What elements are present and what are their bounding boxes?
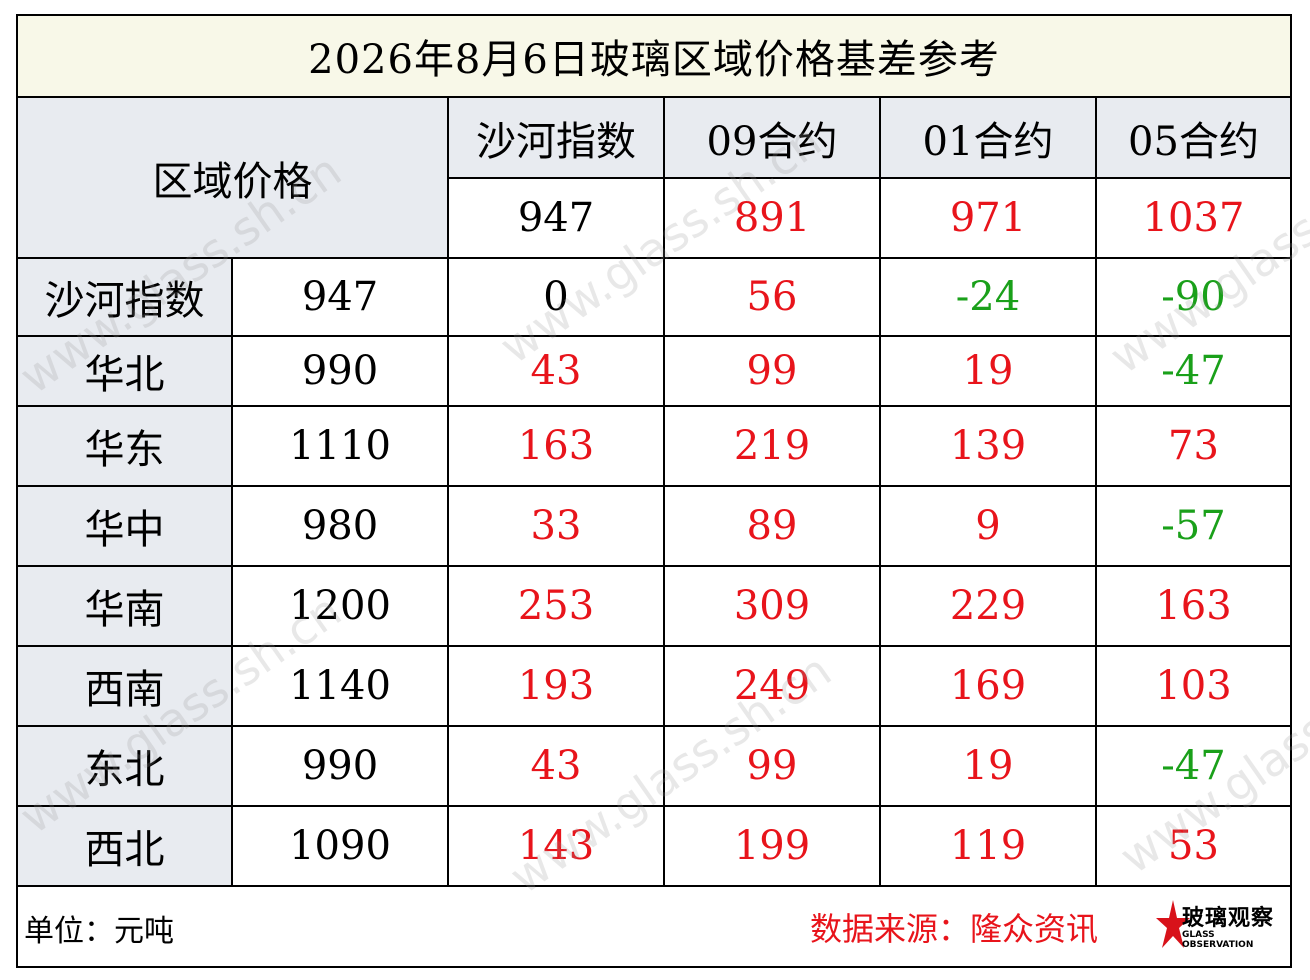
basis-value: 143	[447, 805, 665, 887]
data-source: 数据来源：隆众资讯	[810, 910, 1099, 948]
basis-value: 193	[447, 645, 665, 727]
logo-text: 玻璃观察	[1182, 906, 1275, 931]
basis-table: 区域价格 沙河指数 09合约 01合约 05合约 947 891 971 103…	[18, 98, 1290, 887]
basis-value: 163	[1095, 565, 1290, 647]
basis-value: 103	[1095, 645, 1290, 727]
basis-value: 56	[663, 257, 881, 337]
basis-value: 163	[447, 405, 665, 487]
column-header-09: 09合约	[663, 98, 881, 179]
basis-value: -47	[1095, 335, 1290, 407]
page-title: 2026年8月6日玻璃区域价格基差参考	[18, 16, 1290, 98]
basis-value: 169	[879, 645, 1097, 727]
region-name: 华东	[18, 405, 233, 487]
region-price: 1200	[231, 565, 449, 647]
column-header-01: 01合约	[879, 98, 1097, 179]
table-row: 华中 980 33 89 9 -57	[18, 485, 1290, 567]
region-name: 东北	[18, 725, 233, 807]
table-row: 华东 1110 163 219 139 73	[18, 405, 1290, 487]
region-name: 西北	[18, 805, 233, 887]
table-row: 西南 1140 193 249 169 103	[18, 645, 1290, 727]
red-star-icon	[1156, 900, 1190, 948]
region-name: 华南	[18, 565, 233, 647]
column-header-shahe: 沙河指数	[447, 98, 665, 179]
basis-value: 43	[447, 725, 665, 807]
basis-value: -24	[879, 257, 1097, 337]
contract-price-01: 971	[879, 177, 1097, 259]
basis-value: -90	[1095, 257, 1290, 337]
basis-value: -47	[1095, 725, 1290, 807]
basis-value: 33	[447, 485, 665, 567]
table-row: 东北 990 43 99 19 -47	[18, 725, 1290, 807]
basis-value: 249	[663, 645, 881, 727]
region-name: 华北	[18, 335, 233, 407]
region-price: 980	[231, 485, 449, 567]
region-price: 1090	[231, 805, 449, 887]
basis-value: 309	[663, 565, 881, 647]
basis-value: 43	[447, 335, 665, 407]
table-row: 沙河指数 947 0 56 -24 -90	[18, 257, 1290, 337]
basis-value: 199	[663, 805, 881, 887]
contract-price-shahe: 947	[448, 177, 665, 259]
basis-value: 19	[879, 335, 1097, 407]
region-price: 1110	[231, 405, 449, 487]
basis-value: 73	[1095, 405, 1290, 487]
basis-value: 89	[663, 485, 881, 567]
basis-sheet: 2026年8月6日玻璃区域价格基差参考 区域价格 沙河指数 09合约 01合约 …	[16, 14, 1292, 968]
region-price: 990	[231, 335, 449, 407]
column-header-05: 05合约	[1095, 98, 1290, 179]
basis-value: 119	[879, 805, 1097, 887]
region-name: 沙河指数	[18, 257, 233, 337]
basis-value: 53	[1095, 805, 1290, 887]
basis-value: 253	[447, 565, 665, 647]
footer: 单位：元吨 数据来源：隆众资讯 玻璃观察 GLASS OBSERVATION	[18, 884, 1290, 966]
region-price: 1140	[231, 645, 449, 727]
logo-subtitle: GLASS OBSERVATION	[1182, 930, 1254, 950]
basis-value: 219	[663, 405, 881, 487]
brand-logo: 玻璃观察 GLASS OBSERVATION	[1156, 896, 1286, 956]
basis-value: 9	[879, 485, 1097, 567]
basis-value: -57	[1095, 485, 1290, 567]
region-price-header: 区域价格	[18, 98, 449, 259]
basis-value: 0	[447, 257, 665, 337]
region-name: 西南	[18, 645, 233, 727]
basis-value: 99	[663, 335, 881, 407]
table-row: 华北 990 43 99 19 -47	[18, 335, 1290, 407]
table-row: 华南 1200 253 309 229 163	[18, 565, 1290, 647]
region-price: 947	[231, 257, 449, 337]
unit-label: 单位：元吨	[24, 914, 174, 949]
region-name: 华中	[18, 485, 233, 567]
basis-value: 139	[879, 405, 1097, 487]
basis-value: 99	[663, 725, 881, 807]
table-row: 西北 1090 143 199 119 53	[18, 805, 1290, 887]
region-price: 990	[231, 725, 449, 807]
contract-price-05: 1037	[1095, 177, 1290, 259]
basis-value: 229	[879, 565, 1097, 647]
basis-value: 19	[879, 725, 1097, 807]
contract-price-09: 891	[663, 177, 881, 259]
